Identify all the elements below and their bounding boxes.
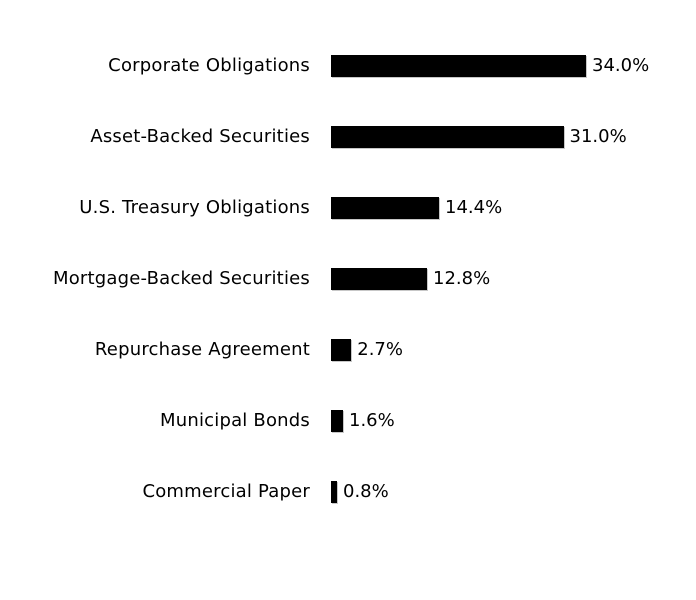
bar	[331, 267, 427, 290]
bar-value-label: 31.0%	[569, 126, 627, 147]
bar-area: 1.6%	[331, 409, 696, 432]
category-label: Asset-Backed Securities	[90, 125, 310, 147]
bar-value-label: 2.7%	[357, 339, 403, 360]
category-label: Commercial Paper	[142, 480, 310, 502]
bar-value-label: 0.8%	[343, 481, 389, 502]
category-label: Municipal Bonds	[160, 409, 310, 431]
chart-row: Asset-Backed Securities 31.0%	[0, 101, 696, 172]
bar-value-label: 34.0%	[592, 55, 650, 76]
category-label: Repurchase Agreement	[94, 338, 310, 360]
chart-row: Corporate Obligations 34.0%	[0, 30, 696, 101]
chart-row: Repurchase Agreement 2.7%	[0, 314, 696, 385]
bar	[331, 409, 343, 432]
bar-area: 0.8%	[331, 480, 696, 503]
bar-value-label: 14.4%	[445, 197, 503, 218]
bar	[331, 338, 352, 361]
bar-area: 2.7%	[331, 338, 696, 361]
bar	[331, 196, 439, 219]
chart-row: Mortgage-Backed Securities 12.8%	[0, 243, 696, 314]
bar-area: 14.4%	[331, 196, 696, 219]
bar-area: 12.8%	[331, 267, 696, 290]
category-label: Mortgage-Backed Securities	[52, 267, 310, 289]
bar-area: 31.0%	[331, 125, 696, 148]
bar	[331, 480, 337, 503]
bar-value-label: 1.6%	[349, 410, 395, 431]
bar	[331, 125, 564, 148]
bar-value-label: 12.8%	[433, 268, 491, 289]
chart-row: U.S. Treasury Obligations 14.4%	[0, 172, 696, 243]
bar	[331, 54, 586, 77]
category-label: U.S. Treasury Obligations	[79, 196, 310, 218]
chart-row: Municipal Bonds 1.6%	[0, 385, 696, 456]
bar-area: 34.0%	[331, 54, 696, 77]
category-label: Corporate Obligations	[108, 54, 310, 76]
chart-row: Commercial Paper 0.8%	[0, 456, 696, 527]
